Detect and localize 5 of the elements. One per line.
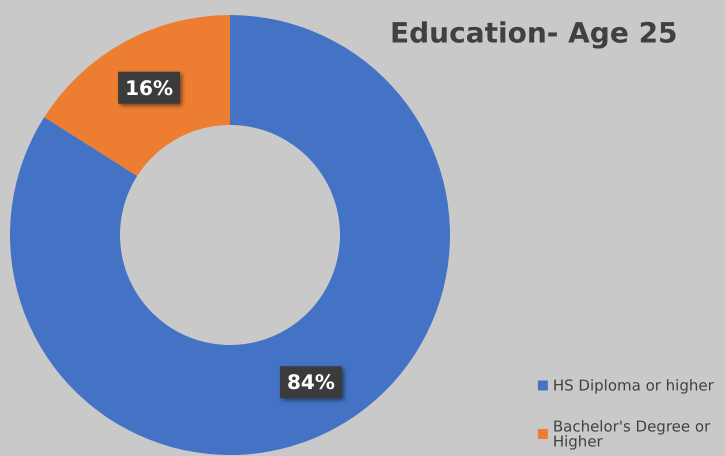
data-label: 84% [286, 370, 335, 394]
legend-label: HS Diploma or higher [552, 376, 715, 394]
chart-title: Education- Age 25 [390, 16, 678, 50]
legend-label: Bachelor's Degree or Higher [552, 418, 716, 450]
data-label: 16% [125, 76, 174, 100]
